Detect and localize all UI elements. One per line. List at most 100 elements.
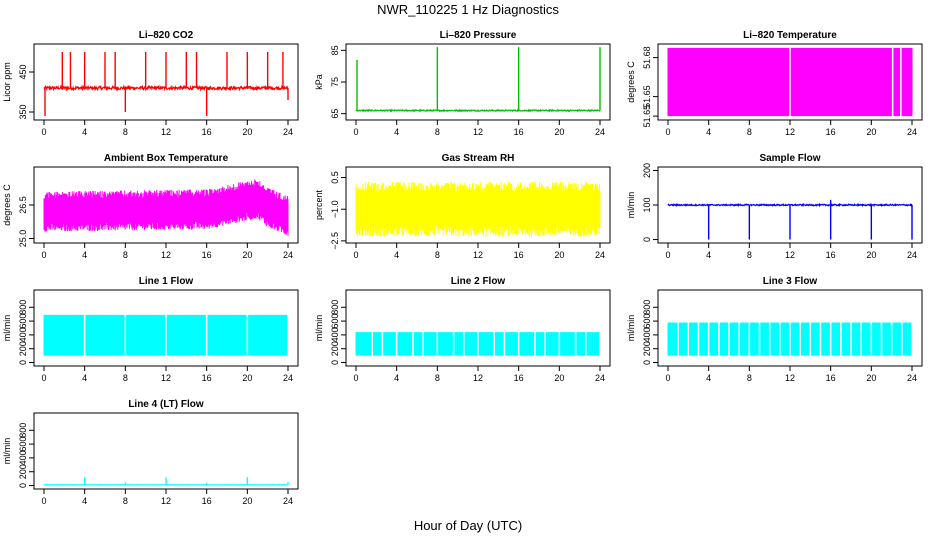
y-axis-label: ml/min [626, 192, 636, 219]
x-tick-label: 4 [706, 250, 711, 260]
y-tick-label: 51.65 [642, 85, 652, 108]
x-axis-label: Hour of Day (UTC) [413, 518, 523, 533]
panel-title: Li–820 Temperature [743, 30, 837, 41]
x-tick-label: 0 [41, 496, 46, 506]
series-7 [355, 332, 601, 356]
series-3 [43, 179, 289, 236]
y-tick-label: 0.5 [330, 171, 340, 184]
x-tick-label: 12 [785, 250, 795, 260]
panel-title: Line 2 Flow [451, 276, 506, 287]
y-tick-label: 0 [642, 237, 652, 242]
y-tick-label: 0 [642, 360, 652, 365]
y-tick-label: 400 [18, 327, 28, 342]
x-tick-label: 8 [123, 127, 128, 137]
y-axis-label: ml/min [314, 315, 324, 342]
x-tick-label: 8 [435, 373, 440, 383]
y-tick-label: −1.0 [330, 200, 340, 218]
panel-6: Line 1 Flow ml/min 0 4 8 12 16 20 24 0 20040060080… [2, 276, 299, 383]
y-axis-label: degrees C [626, 61, 636, 103]
plot-frame [345, 43, 611, 121]
y-tick-label: 200 [18, 341, 28, 356]
y-tick-label: 600 [18, 314, 28, 329]
data-band [43, 179, 289, 236]
y-tick-label: 75 [330, 77, 340, 87]
x-tick-label: 0 [41, 127, 46, 137]
x-tick-label: 20 [554, 127, 564, 137]
series-5 [667, 199, 913, 240]
panel-7: Line 2 Flow ml/min 0 4 8 12 16 20 24 0 20040060080… [314, 276, 611, 383]
panel-2: Li–820 Temperature degrees C 0 4 8 12 16 20 24 51… [626, 30, 923, 137]
y-tick-label: 800 [330, 300, 340, 315]
x-tick-label: 8 [123, 373, 128, 383]
series-4 [355, 181, 601, 237]
x-tick-label: 20 [242, 373, 252, 383]
x-tick-label: 12 [473, 127, 483, 137]
x-tick-label: 0 [41, 250, 46, 260]
x-tick-label: 12 [161, 496, 171, 506]
y-tick-label: 450 [18, 64, 28, 79]
x-tick-label: 4 [394, 127, 399, 137]
y-tick-label: 25.0 [18, 230, 28, 248]
x-tick-label: 8 [747, 373, 752, 383]
x-tick-label: 24 [283, 373, 293, 383]
x-tick-label: 8 [435, 250, 440, 260]
y-axis-label: degrees C [2, 184, 12, 226]
y-axis-label: ml/min [2, 438, 12, 465]
x-tick-label: 24 [283, 127, 293, 137]
x-tick-label: 12 [473, 250, 483, 260]
x-tick-label: 0 [353, 373, 358, 383]
y-tick-label: 0 [18, 483, 28, 488]
x-tick-label: 8 [123, 250, 128, 260]
x-tick-label: 4 [394, 373, 399, 383]
y-tick-label: 350 [18, 104, 28, 119]
y-tick-label: 51.65 [642, 105, 652, 128]
x-tick-label: 12 [161, 250, 171, 260]
y-tick-label: 200 [642, 341, 652, 356]
data-band [355, 181, 601, 237]
panel-title: Line 1 Flow [139, 276, 194, 287]
data-band [667, 47, 913, 117]
y-tick-label: 26.5 [18, 196, 28, 214]
x-tick-label: 20 [554, 250, 564, 260]
x-tick-label: 8 [747, 127, 752, 137]
x-tick-label: 16 [202, 127, 212, 137]
x-tick-label: 16 [514, 250, 524, 260]
x-tick-label: 4 [706, 373, 711, 383]
x-tick-label: 4 [82, 496, 87, 506]
panel-title: Gas Stream RH [442, 153, 515, 164]
x-tick-label: 4 [82, 250, 87, 260]
y-tick-label: 200 [642, 163, 652, 178]
x-tick-label: 24 [595, 127, 605, 137]
series-0 [43, 52, 289, 116]
series-8 [667, 322, 913, 356]
x-tick-label: 0 [665, 250, 670, 260]
panel-title: Li–820 Pressure [440, 30, 517, 41]
x-tick-label: 4 [394, 250, 399, 260]
x-tick-label: 8 [747, 250, 752, 260]
x-tick-label: 20 [242, 127, 252, 137]
y-tick-label: 100 [642, 197, 652, 212]
y-tick-label: 800 [18, 300, 28, 315]
y-tick-label: 400 [330, 327, 340, 342]
y-tick-label: 600 [18, 437, 28, 452]
x-tick-label: 12 [473, 373, 483, 383]
panel-title: Line 4 (LT) Flow [128, 399, 204, 410]
series-9 [43, 477, 289, 486]
x-tick-label: 12 [161, 127, 171, 137]
x-tick-label: 24 [907, 127, 917, 137]
x-tick-label: 16 [202, 250, 212, 260]
y-axis-label: percent [314, 189, 324, 220]
panel-9: Line 4 (LT) Flow ml/min 0 4 8 12 16 20 24 0 200400… [2, 399, 299, 506]
x-tick-label: 24 [283, 250, 293, 260]
y-tick-label: −2.5 [330, 232, 340, 250]
y-tick-label: 600 [642, 314, 652, 329]
y-axis-label: ml/min [626, 315, 636, 342]
y-axis-label: ml/min [2, 315, 12, 342]
panel-title: Line 3 Flow [763, 276, 818, 287]
panel-title: Sample Flow [759, 153, 820, 164]
y-axis-label: kPa [314, 74, 324, 90]
y-tick-label: 400 [18, 450, 28, 465]
y-tick-label: 85 [330, 45, 340, 55]
x-tick-label: 4 [706, 127, 711, 137]
